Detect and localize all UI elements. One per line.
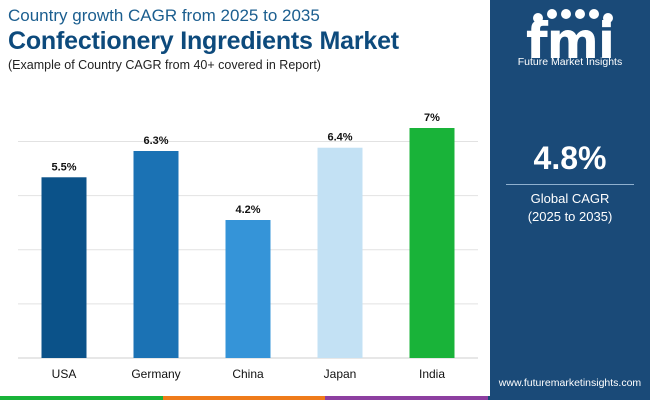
x-tick-label-china: China [232,367,264,381]
footer-segment-purple [325,396,488,400]
footer-segment-blue [487,396,650,400]
chart-title: Confectionery Ingredients Market [8,27,399,55]
data-label-germany: 6.3% [143,135,168,147]
data-label-usa: 5.5% [51,161,76,173]
x-tick-label-india: India [419,367,445,381]
logo-dots-icon [533,9,613,23]
bar-germany [133,151,179,358]
chart-header: Country growth CAGR from 2025 to 2035 Co… [8,6,488,73]
kpi-divider [506,184,634,185]
bar-japan [317,147,363,358]
global-cagr-label: Global CAGR (2025 to 2035) [490,190,650,226]
bar-usa [41,177,87,358]
chart-note: (Example of Country CAGR from 40+ covere… [8,58,321,72]
chart-subtitle: Country growth CAGR from 2025 to 2035 [8,6,320,25]
x-tick-label-usa: USA [52,367,77,381]
global-cagr-value: 4.8% [533,140,607,176]
bar-india [409,128,455,358]
global-cagr-label-line1: Global CAGR [530,191,610,206]
data-label-japan: 6.4% [327,132,352,144]
bar-chart: 5.5% USA 6.3% Germany 4.2% China 6.4% Japan 7% In… [0,100,490,390]
footer-segment-green [0,396,163,400]
global-cagr-label-line2: (2025 to 2035) [527,209,613,224]
x-tick-label-germany: Germany [131,367,180,381]
data-label-china: 4.2% [235,204,260,216]
data-label-india: 7% [424,112,440,124]
bar-chart-svg: 5.5% USA 6.3% Germany 4.2% China 6.4% Japan 7% In… [18,112,478,381]
brand-name: Future Market Insights [517,56,623,68]
side-panel: fmi Future Market Insights 4.8% Global C… [490,0,650,400]
footer-color-bar [0,396,650,400]
footer-segment-orange [162,396,325,400]
fmi-logo: fmi [526,9,615,70]
bar-china [225,220,271,358]
website-link[interactable]: www.futuremarketinsights.com [498,377,642,389]
x-tick-label-japan: Japan [324,367,357,381]
